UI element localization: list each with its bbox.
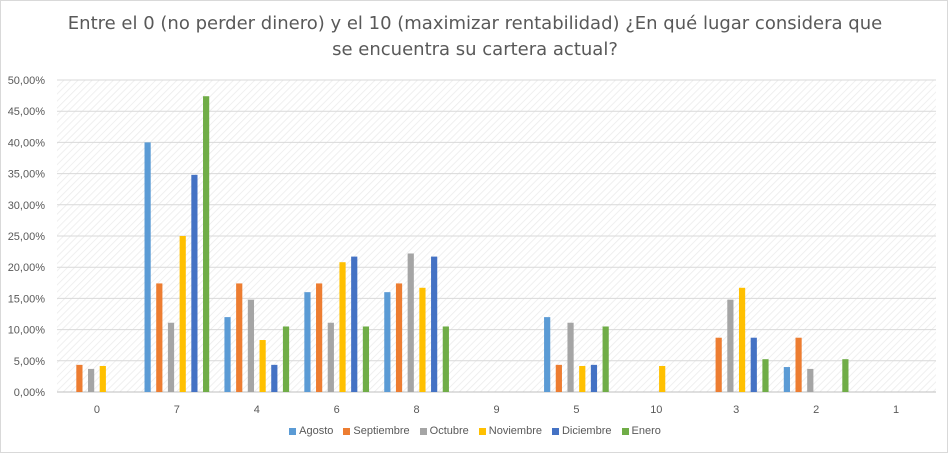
bar (659, 365, 666, 392)
y-tick-label: 25,00% (8, 231, 46, 243)
y-tick-label: 45,00% (8, 106, 46, 118)
legend-item: Septiembre (343, 425, 410, 437)
legend-label: Diciembre (561, 425, 612, 437)
y-tick-label: 35,00% (8, 169, 46, 181)
x-tick-label: 3 (733, 404, 739, 416)
bar (304, 292, 311, 392)
x-tick-label: 10 (650, 404, 662, 416)
bar (191, 174, 198, 392)
bar (339, 262, 346, 392)
bar (167, 322, 175, 392)
bar (590, 364, 598, 392)
legend-item: Enero (621, 425, 661, 437)
x-tick-label: 0 (94, 404, 100, 416)
x-tick-label: 9 (493, 404, 499, 416)
bar (259, 340, 266, 392)
x-axis-labels: 0 7 4 6 8 9 5 10 3 2 1 (94, 404, 899, 416)
bar (442, 326, 449, 392)
bar (807, 368, 814, 392)
y-tick-label: 5,00% (14, 356, 45, 368)
bar (579, 365, 586, 392)
x-tick-label: 8 (414, 404, 420, 416)
bar (316, 283, 323, 392)
legend-item: Diciembre (551, 425, 612, 437)
legend-swatch (478, 427, 486, 435)
x-tick-label: 5 (573, 404, 579, 416)
bar (762, 359, 769, 392)
legend-swatch (551, 427, 559, 435)
x-tick-label: 6 (334, 404, 340, 416)
legend-label: Octubre (429, 425, 469, 437)
bar (842, 359, 849, 392)
y-tick-label: 0,00% (14, 387, 45, 399)
bar (431, 256, 438, 392)
y-tick-label: 40,00% (8, 137, 46, 149)
bar (247, 299, 255, 392)
y-tick-label: 20,00% (8, 262, 46, 274)
y-tick-label: 15,00% (8, 293, 46, 305)
bar (88, 368, 95, 392)
chart-title-line-1: Entre el 0 (no perder dinero) y el 10 (m… (67, 13, 883, 34)
legend-item: Octubre (419, 425, 469, 437)
bar (407, 253, 414, 392)
bar (750, 337, 757, 392)
bar (203, 96, 210, 392)
y-tick-label: 10,00% (8, 325, 46, 337)
legend-swatch (343, 427, 351, 435)
bar (783, 367, 790, 392)
legend-label: Septiembre (353, 425, 410, 437)
bar-chart: 0,00% 5,00% 10,00% 15,00% 20,00% 25,00% 30,00%… (8, 75, 936, 416)
bar (179, 236, 186, 392)
bar (795, 337, 802, 392)
chart-title: Entre el 0 (no perder dinero) y el 10 (m… (1, 11, 948, 63)
x-tick-label: 7 (174, 404, 180, 416)
bar (602, 326, 609, 392)
bar (738, 287, 746, 392)
legend-swatch (621, 427, 629, 435)
bar (282, 326, 290, 392)
bar (236, 283, 243, 392)
y-tick-label: 50,00% (8, 75, 46, 87)
bar (555, 364, 562, 392)
bar (144, 142, 151, 392)
bar (327, 322, 334, 392)
legend-label: Agosto (299, 425, 334, 437)
bar (727, 299, 734, 392)
legend-label: Enero (631, 425, 661, 437)
bar (544, 317, 551, 392)
x-tick-label: 1 (893, 404, 899, 416)
legend-swatch (419, 427, 427, 435)
bar (156, 283, 163, 392)
bar (362, 326, 370, 392)
y-axis-labels: 0,00% 5,00% 10,00% 15,00% 20,00% 25,00% 30,00%… (8, 75, 46, 399)
legend: Agosto Septiembre Octubre Noviembre Diciembr… (1, 425, 948, 437)
bar (419, 287, 426, 392)
bar (99, 365, 106, 392)
bar (395, 283, 403, 392)
bars (76, 96, 849, 392)
legend-label: Noviembre (488, 425, 542, 437)
legend-item: Noviembre (478, 425, 542, 437)
bar (567, 322, 574, 392)
y-tick-label: 30,00% (8, 200, 46, 212)
chart-title-line-2: se encuentra su cartera actual? (332, 39, 618, 60)
x-tick-label: 2 (813, 404, 819, 416)
bar (271, 364, 278, 392)
bar (715, 337, 722, 392)
bar (351, 256, 358, 392)
legend-item: Agosto (289, 425, 333, 437)
bar (384, 292, 391, 392)
bar (76, 364, 83, 392)
legend-swatch (289, 427, 297, 435)
bar (224, 317, 231, 392)
x-tick-label: 4 (254, 404, 260, 416)
